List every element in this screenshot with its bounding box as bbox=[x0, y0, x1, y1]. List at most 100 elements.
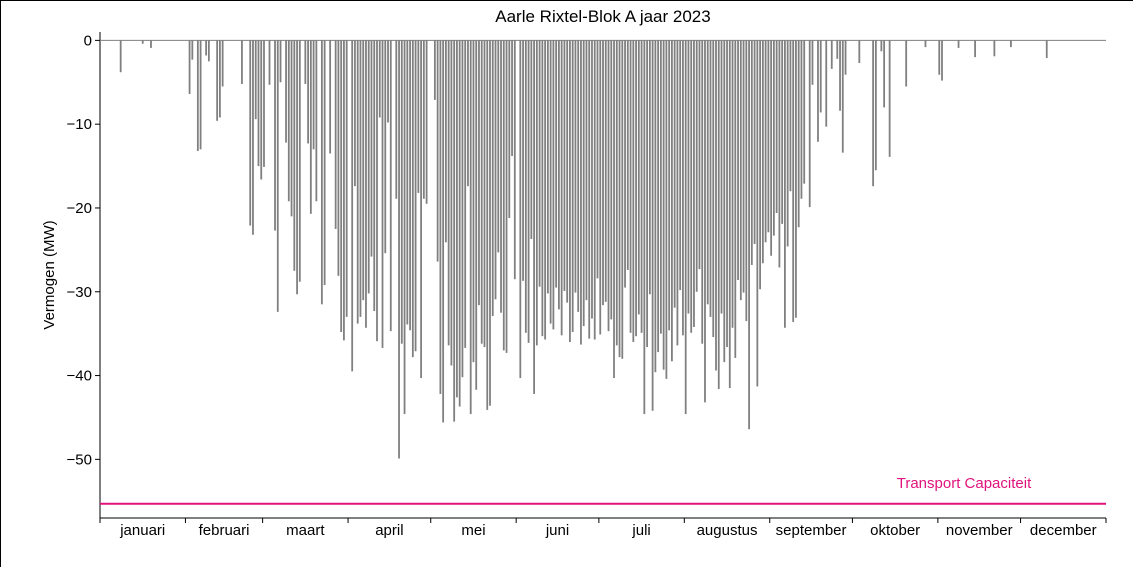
bar bbox=[453, 40, 456, 422]
bar bbox=[345, 40, 348, 317]
y-tick-label: 0 bbox=[84, 32, 92, 49]
bar bbox=[582, 40, 585, 327]
bar bbox=[629, 40, 632, 333]
bar bbox=[643, 40, 646, 415]
bar bbox=[373, 40, 376, 312]
capacity-label: Transport Capaciteit bbox=[897, 475, 1032, 492]
x-axis: januari februari maart april mei juni juli augu… bbox=[99, 517, 1107, 539]
bar bbox=[276, 40, 279, 312]
y-tick-label: −20 bbox=[67, 200, 92, 217]
bar bbox=[795, 40, 797, 318]
bar bbox=[684, 40, 687, 415]
bar bbox=[555, 40, 558, 288]
bar bbox=[993, 40, 996, 57]
bar bbox=[607, 40, 610, 332]
y-axis: 0 −10 −20 −30 −40 −50 bbox=[67, 32, 101, 518]
bar bbox=[188, 40, 191, 95]
bar bbox=[502, 40, 505, 351]
bar bbox=[682, 40, 684, 336]
bar bbox=[858, 40, 861, 64]
bar bbox=[254, 40, 257, 120]
x-tick-label: april bbox=[375, 522, 403, 539]
bar bbox=[571, 40, 574, 332]
bar bbox=[420, 40, 422, 379]
bar bbox=[657, 40, 660, 353]
bar bbox=[249, 40, 252, 226]
bar bbox=[778, 40, 781, 268]
bar bbox=[621, 40, 624, 359]
bar bbox=[888, 40, 891, 157]
bar bbox=[293, 40, 296, 271]
bar bbox=[883, 40, 886, 108]
bar bbox=[646, 40, 648, 348]
bar bbox=[290, 40, 293, 217]
bar bbox=[315, 40, 318, 202]
bar bbox=[508, 40, 511, 219]
bar bbox=[218, 40, 221, 118]
bar bbox=[456, 40, 458, 398]
x-tick-label: december bbox=[1030, 522, 1097, 539]
bar bbox=[486, 40, 489, 410]
bar bbox=[442, 40, 445, 423]
bar bbox=[604, 40, 607, 302]
bar bbox=[196, 40, 199, 151]
bar bbox=[544, 40, 547, 340]
bar bbox=[411, 40, 414, 358]
bar bbox=[141, 40, 144, 44]
bar bbox=[549, 40, 552, 324]
bar bbox=[461, 40, 464, 378]
bar bbox=[1045, 40, 1048, 58]
bar bbox=[389, 40, 392, 332]
bar bbox=[494, 40, 497, 300]
bar bbox=[527, 40, 530, 343]
bar bbox=[811, 40, 814, 85]
bar bbox=[734, 40, 737, 358]
bar bbox=[679, 40, 682, 291]
bar bbox=[687, 40, 690, 314]
bar bbox=[505, 40, 508, 353]
bar bbox=[535, 40, 538, 346]
bar bbox=[825, 40, 828, 127]
bar bbox=[803, 40, 806, 184]
bar bbox=[320, 40, 323, 305]
bar bbox=[497, 40, 500, 253]
bar bbox=[569, 40, 571, 343]
bar bbox=[637, 40, 640, 315]
bar bbox=[216, 40, 219, 121]
bar bbox=[770, 40, 773, 256]
bar bbox=[323, 40, 326, 286]
x-tick-label: mei bbox=[461, 522, 485, 539]
bar bbox=[464, 40, 467, 348]
bar bbox=[367, 40, 370, 294]
bar bbox=[671, 40, 673, 362]
bar bbox=[651, 40, 654, 411]
bar bbox=[478, 40, 480, 306]
bar bbox=[376, 40, 378, 342]
bar bbox=[662, 40, 665, 370]
x-tick-label: augustus bbox=[697, 522, 758, 539]
bar bbox=[546, 40, 549, 294]
bar bbox=[304, 40, 307, 84]
bar bbox=[728, 40, 731, 389]
bar bbox=[287, 40, 290, 202]
bar bbox=[414, 40, 417, 352]
bar bbox=[436, 40, 439, 262]
bar bbox=[522, 40, 524, 281]
bar bbox=[519, 40, 522, 379]
x-tick-label: maart bbox=[286, 522, 325, 539]
x-tick-label: juni bbox=[545, 522, 569, 539]
bar bbox=[717, 40, 720, 389]
bar bbox=[839, 40, 841, 111]
bar bbox=[632, 40, 635, 343]
bar bbox=[938, 40, 941, 75]
bar bbox=[563, 40, 566, 291]
x-tick-label: februari bbox=[199, 522, 250, 539]
bar bbox=[819, 40, 822, 113]
bar bbox=[387, 40, 389, 123]
bar bbox=[830, 40, 833, 69]
bar bbox=[836, 40, 839, 59]
bar bbox=[874, 40, 877, 171]
bar bbox=[792, 40, 795, 322]
